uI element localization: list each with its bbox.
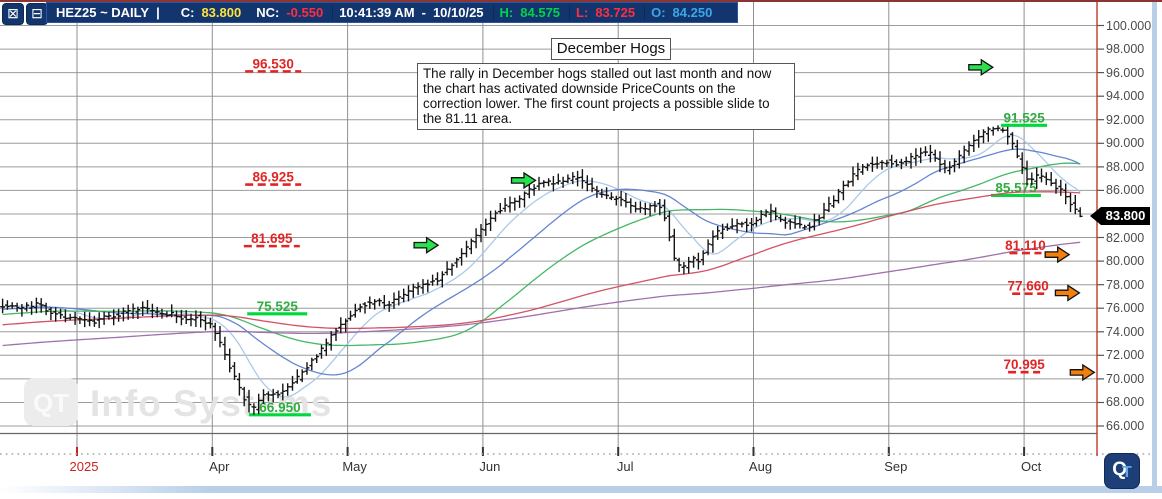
y-axis-tick: 78.000 (1106, 277, 1145, 292)
green-right-arrow-icon[interactable] (968, 58, 994, 76)
x-axis-tick: Jul (616, 459, 634, 474)
open-value: 84.250 (672, 5, 713, 20)
open-label: O: (651, 5, 666, 20)
y-axis-tick: 96.000 (1106, 65, 1145, 80)
y-axis-tick: 74.000 (1106, 324, 1145, 339)
y-axis-tick: 76.000 (1106, 301, 1145, 316)
x-axis-tick: Oct (1020, 459, 1042, 474)
divider (644, 5, 646, 20)
divider (332, 5, 334, 20)
y-axis-tick: 86.000 (1106, 183, 1145, 198)
pipe-separator: | (156, 5, 160, 20)
watermark: QT Info Systems (24, 378, 332, 426)
logo-letter-t: T (1122, 464, 1132, 481)
orange-right-arrow-icon[interactable] (1054, 284, 1081, 302)
swing-price-label: 75.525 (257, 299, 299, 314)
y-axis-tick: 100.000 (1106, 18, 1152, 33)
watermark-text: Info Systems (90, 383, 332, 424)
x-axis-tick: 2025 (69, 459, 99, 474)
pricecount-label: 81.110 (1005, 238, 1046, 253)
y-axis-tick: 98.000 (1106, 42, 1145, 57)
quote-date: 10/10/25 (432, 5, 484, 20)
collapse-window-icon[interactable]: ⊟ (26, 3, 48, 25)
window-buttons: ⊠ ⊟ (2, 3, 48, 25)
low-label: L: (576, 5, 589, 20)
green-right-arrow-icon[interactable] (413, 236, 440, 254)
close-window-icon[interactable]: ⊠ (2, 3, 24, 25)
divider (569, 5, 571, 20)
window-top-border (0, 0, 1162, 2)
annotation-box[interactable]: The rally in December hogs stalled out l… (417, 63, 795, 130)
y-axis-tick: 80.000 (1106, 254, 1145, 269)
quote-bar: HEZ25 ~ DAILY | C: 83.800 NC: -0.550 10:… (46, 2, 738, 23)
close-value: 83.800 (201, 5, 242, 20)
ohlc-bars (0, 125, 1083, 415)
close-label: C: (180, 5, 195, 20)
swing-price-label: 91.525 (1003, 110, 1045, 125)
y-axis-tick: 68.000 (1106, 395, 1145, 410)
pricecount-label: 86.925 (253, 170, 295, 185)
y-axis-tick: 66.000 (1106, 419, 1145, 434)
divider (492, 5, 494, 20)
pricecount-label: 81.695 (251, 231, 293, 246)
quote-time: 10:41:39 AM (339, 5, 415, 20)
y-axis-tick: 90.000 (1106, 136, 1145, 151)
grid-layer (0, 2, 1150, 456)
price-bars (0, 125, 1083, 415)
y-axis-tick: 88.000 (1106, 159, 1145, 174)
x-axis-tick: Aug (748, 459, 773, 474)
pricecount-label: 96.530 (253, 56, 294, 71)
y-axis-tick: 92.000 (1106, 112, 1145, 127)
time-date-separator: - (421, 5, 426, 20)
watermark-logo: QT (33, 388, 69, 418)
orange-right-arrow-icon[interactable] (1044, 245, 1071, 264)
orange-right-arrow-icon[interactable] (1069, 363, 1096, 382)
y-axis-tick: 94.000 (1106, 89, 1145, 104)
ma-10-line (2, 134, 1081, 398)
high-label: H: (499, 5, 514, 20)
window-right-border (1152, 2, 1157, 492)
pricecount-label: 77.660 (1008, 279, 1049, 294)
symbol-timeframe: HEZ25 ~ DAILY (56, 5, 150, 20)
x-axis-tick: Apr (209, 459, 230, 474)
qt-brand-logo[interactable]: QT (1104, 453, 1140, 489)
arrow-markers (413, 58, 1096, 382)
y-axis-tick: 82.000 (1106, 230, 1145, 245)
x-axis-tick: Sep (884, 459, 908, 474)
y-axis-tick: 70.000 (1106, 371, 1145, 386)
high-value: 84.575 (520, 5, 561, 20)
chart-title-box[interactable]: December Hogs (551, 38, 671, 60)
swing-price-label: 66.950 (259, 400, 300, 415)
ma-200-line (2, 241, 1081, 347)
ma-100-line (2, 191, 1081, 330)
current-price-badge: 83.800 (1090, 207, 1150, 225)
net-change-label: NC: (256, 5, 280, 20)
pricecount-label: 70.995 (1003, 357, 1045, 372)
x-axis-tick: May (342, 459, 367, 474)
badge-pointer-icon (1090, 207, 1101, 225)
moving-averages (2, 134, 1081, 398)
y-axis-tick: 72.000 (1106, 348, 1145, 363)
badge-price: 83.800 (1101, 207, 1150, 225)
green-right-arrow-icon[interactable] (510, 171, 537, 190)
logo-letter-q: Q (1112, 459, 1127, 480)
window-bottom-border (0, 486, 1162, 493)
pricecount-labels: 96.530 86.925 81.695 81.110 77.660 70.995 (243, 56, 1049, 374)
low-value: 83.725 (595, 5, 636, 20)
net-change-value: -0.550 (286, 5, 324, 20)
x-axis-tick: Jun (479, 459, 501, 474)
